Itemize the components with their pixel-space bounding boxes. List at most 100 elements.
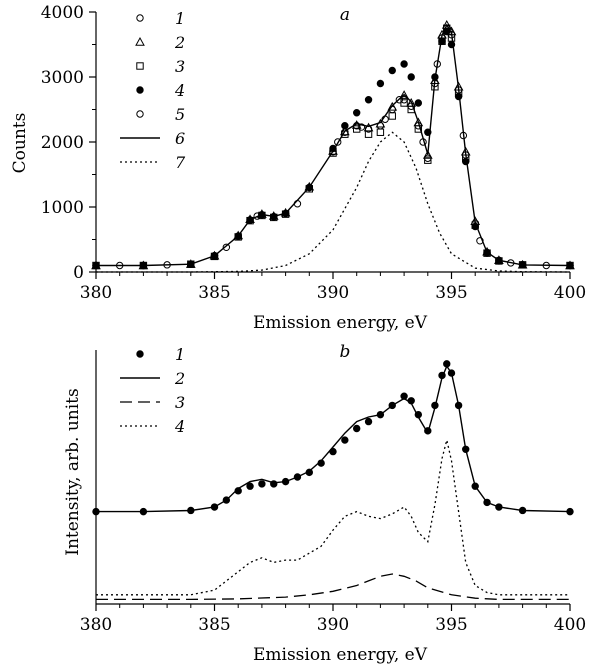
panel-a-series-4-point	[407, 73, 415, 81]
panel-a-y-tick-label: 1000	[41, 198, 84, 218]
panel-b-series-2	[96, 364, 571, 513]
panel-a-series-4-point	[353, 109, 361, 117]
panel-a-legend-swatch-2	[135, 36, 145, 46]
panel-a-legend-entry-3: 3	[136, 57, 185, 76]
panel-a-legend-label-2: 2	[174, 33, 185, 52]
panel-a-series-4-point	[376, 79, 385, 88]
panel-a-legend-swatch-4	[136, 86, 144, 94]
panel-a-series-7	[96, 131, 571, 273]
panel-a-legend-entry-6: 6	[120, 129, 185, 148]
panel-b-ylabel: Intensity, arb. units	[63, 388, 83, 556]
panel-a-series-5-point	[293, 200, 302, 208]
panel-a-series-5-point	[253, 212, 261, 220]
panel-a-x-tick-label: 380	[80, 283, 112, 303]
panel-a-series-7-line	[96, 131, 571, 273]
panel-a-series-5-point	[334, 138, 342, 146]
panel-a-y-tick-label: 2000	[41, 133, 84, 153]
panel-a-legend-entry-5: 5	[136, 105, 185, 124]
panel-b-legend-entry-4: 4	[120, 417, 185, 436]
panel-a-series-3-point	[388, 112, 396, 120]
panel-a-legend-swatch-1	[136, 14, 144, 22]
panel-a-legend-entry-1: 1	[136, 9, 185, 28]
panel-a-series-2-point	[422, 149, 433, 159]
panel-b-series-3	[96, 573, 570, 601]
panel-b-x-tick-label: 390	[317, 615, 349, 635]
panel-b-series-1-point	[258, 480, 266, 488]
panel-a-y-tick-label: 3000	[41, 68, 84, 88]
panel-a-series-4-point	[483, 249, 491, 257]
panel-a-series-6	[96, 23, 571, 267]
panel-a-legend-entry-7: 7	[120, 153, 186, 172]
panel-b-series-1-point	[353, 424, 361, 433]
panel-a-legend-label-5: 5	[175, 105, 185, 124]
panel-b-series-1-point	[246, 482, 254, 490]
panel-a-legend-entry-4: 4	[136, 81, 185, 100]
panel-b: 380 385 390 395 400 1 2 3 4 b Emission energy, …	[63, 342, 586, 665]
panel-a-legend-label-1: 1	[175, 9, 185, 28]
panel-b-legend-entry-1: 1	[136, 345, 185, 364]
panel-a-legend-swatch-5	[136, 110, 144, 118]
panel-a-series-4-point	[400, 60, 408, 68]
panel-a-letter: a	[340, 5, 350, 25]
panel-b-legend-label-2: 2	[174, 369, 185, 388]
panel-b-legend-entry-3: 3	[120, 393, 185, 412]
panel-b-x-tick-label: 385	[198, 615, 230, 635]
panel-b-x-tick-label: 400	[554, 615, 586, 635]
panel-a-x-tick-label: 400	[554, 283, 586, 303]
panel-b-legend-label-1: 1	[175, 345, 185, 364]
panel-b-series-2-line	[96, 364, 571, 513]
panel-b-legend-entry-2: 2	[120, 369, 185, 388]
panel-b-legend-label-3: 3	[175, 393, 185, 412]
panel-b-xlabel: Emission energy, eV	[253, 645, 428, 665]
panel-a-x-tick-label: 390	[317, 283, 349, 303]
panel-a-legend: 1 2 3 4 5 6 7	[120, 9, 186, 172]
panel-b-series-4-line	[96, 439, 570, 596]
panel-a-data-marks	[91, 19, 575, 273]
panel-a-series-5-point	[395, 96, 404, 104]
panel-a-y-tick-label: 4000	[41, 3, 84, 23]
panel-b-x-tick-label: 395	[435, 615, 467, 635]
panel-a-x-tick-label: 395	[435, 283, 467, 303]
panel-a-y-tick-label: 0	[73, 263, 84, 283]
panel-b-x-tick-label: 380	[80, 615, 112, 635]
panel-a-series-6-line	[96, 23, 571, 267]
panel-a-series-4-point	[341, 122, 349, 130]
panel-a-series-4-point	[462, 157, 470, 166]
panel-a-series-4-point	[388, 66, 396, 75]
panel-b-legend-swatch-1	[136, 350, 144, 358]
panel-a-legend-label-3: 3	[175, 57, 185, 76]
panel-b-data-marks	[92, 360, 574, 601]
panel-a-x-tick-label: 385	[198, 283, 230, 303]
panel-a-ylabel: Counts	[10, 113, 30, 174]
panel-b-series-4	[96, 439, 570, 596]
panel-a-legend-label-6: 6	[175, 129, 185, 148]
panel-a-series-3-point	[376, 128, 385, 136]
panel-b-series-1-point	[364, 417, 373, 426]
panel-a-legend-entry-2: 2	[135, 33, 185, 52]
panel-b-legend: 1 2 3 4	[120, 345, 185, 436]
panel-a-series-2-point	[399, 90, 409, 99]
panel-a-legend-label-7: 7	[175, 153, 186, 172]
panel-a-series-3-point	[353, 125, 361, 133]
panel-a-series-5-point	[222, 243, 231, 252]
panel-a-series-2-point	[387, 101, 398, 111]
panel-a-series-3-point	[424, 156, 432, 164]
panel-b-series-1-point	[341, 436, 349, 444]
panel-a-series-4-point	[414, 99, 423, 107]
panel-a-series-3-point	[364, 130, 373, 138]
panel-b-axes: 380 385 390 395 400	[80, 350, 586, 635]
panel-a-xlabel: Emission energy, eV	[253, 313, 428, 333]
panel-b-legend-label-4: 4	[174, 417, 185, 436]
panel-b-letter: b	[340, 342, 351, 362]
panel-a-legend-swatch-3	[136, 62, 144, 70]
panel-b-series-1-point	[400, 392, 408, 400]
panel-a-series-4-point	[364, 96, 373, 104]
panel-a-legend-label-4: 4	[174, 81, 185, 100]
panel-b-series-3-line	[96, 573, 570, 601]
panel-b-series-1	[92, 360, 574, 516]
panel-a-series-3-point	[414, 125, 423, 133]
panel-a-series-5-point	[357, 123, 366, 131]
